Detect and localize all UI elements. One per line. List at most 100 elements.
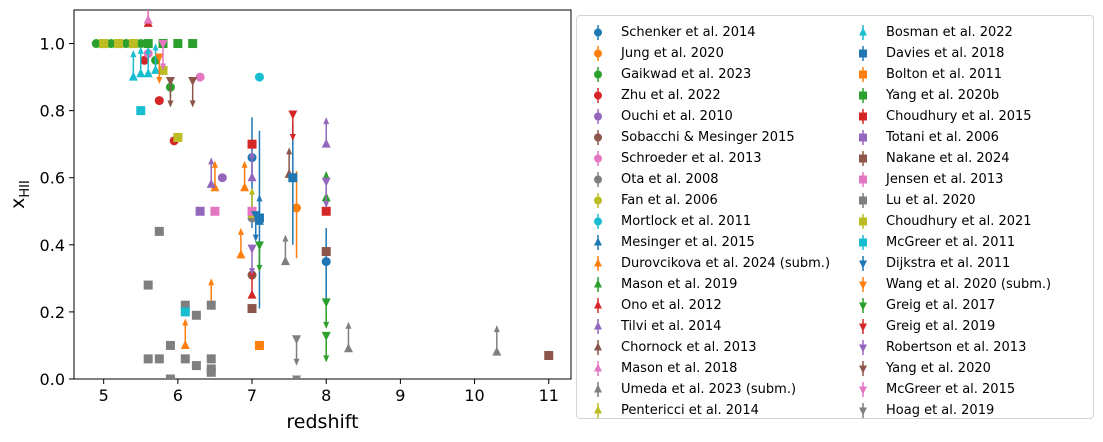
legend-item: Ouchi et al. 2010 [583, 106, 830, 127]
legend-marker [859, 88, 867, 103]
series-robertson-et-al-2013 [247, 177, 331, 276]
legend-label: Totani et al. 2006 [886, 130, 999, 145]
legend-symbol [594, 133, 602, 142]
legend-label: Wang et al. 2020 (subm.) [886, 277, 1052, 292]
plot-frame [73, 9, 572, 380]
legend-item: Jung et al. 2020 [583, 43, 830, 64]
data-point [91, 39, 101, 49]
data-point [343, 343, 353, 353]
legend-marker [859, 67, 867, 82]
legend-label: Sobacchi & Mesinger 2015 [621, 130, 795, 145]
data-point [165, 340, 175, 350]
legend-label: Ota et al. 2008 [621, 172, 719, 187]
legend-symbol [859, 175, 867, 184]
data-point [206, 178, 216, 188]
legend-marker [859, 25, 867, 40]
legend-marker [859, 46, 867, 61]
data-point [143, 14, 153, 24]
limit-arrow-head [294, 399, 300, 406]
limit-arrow-head [345, 321, 352, 329]
y-tick-label: 0.0 [40, 370, 65, 389]
limit-arrow-head [241, 160, 248, 168]
x-tick-label: 5 [99, 386, 109, 405]
data-point [247, 139, 257, 149]
legend-symbol [594, 300, 602, 309]
data-point [154, 354, 164, 364]
legend-symbol [594, 175, 602, 184]
data-point [251, 211, 261, 221]
legend-item: Sobacchi & Mesinger 2015 [583, 127, 830, 148]
data-point [247, 304, 257, 314]
series-mcgreer-et-al-2015 [158, 40, 168, 71]
limit-arrow-head [256, 264, 263, 272]
legend-label: Mortlock et al. 2011 [621, 214, 752, 229]
legend-item: Umeda et al. 2023 (subm.) [583, 379, 830, 400]
legend-label: Chornock et al. 2013 [621, 340, 757, 355]
legend-label: Ouchi et al. 2010 [621, 109, 733, 124]
series-hoag-et-al-2019 [292, 335, 302, 406]
x-tick-label: 10 [464, 386, 484, 405]
legend-item: Mason et al. 2019 [583, 274, 830, 295]
legend-label: Hoag et al. 2019 [886, 403, 995, 418]
legend-symbol [859, 217, 867, 226]
data-point [191, 310, 201, 320]
legend-item: Choudhury et al. 2015 [848, 106, 1051, 127]
legend-marker [594, 46, 602, 61]
legend-symbol [859, 281, 867, 290]
limit-arrow-head [323, 201, 330, 209]
legend-label: Durovcikova et al. 2024 (subm.) [621, 256, 831, 271]
data-point [236, 249, 246, 259]
limit-arrow-head [293, 358, 300, 366]
x-tick-label: 11 [539, 386, 559, 405]
legend-label: Ono et al. 2012 [621, 298, 722, 313]
data-point [136, 106, 146, 116]
series-jensen-et-al-2013 [210, 206, 257, 216]
legend-item: Bosman et al. 2022 [848, 22, 1051, 43]
legend-symbol [594, 196, 602, 205]
data-point [544, 351, 554, 361]
data-point [321, 331, 331, 341]
data-point [99, 39, 109, 49]
data-point [180, 307, 190, 317]
limit-arrow-head [282, 234, 289, 242]
legend-label: Dijkstra et al. 2011 [886, 256, 1011, 271]
data-point [165, 76, 175, 86]
legend-label: Greig et al. 2017 [886, 298, 996, 313]
data-point [173, 132, 183, 142]
legend-label: Davies et al. 2018 [886, 46, 1005, 61]
legend-label: Mesinger et al. 2015 [621, 235, 755, 250]
data-point [143, 354, 153, 364]
data-point [128, 39, 138, 49]
data-point [114, 39, 124, 49]
series-wang-et-al-2020-subm [154, 53, 164, 84]
legend-item: Ono et al. 2012 [583, 295, 830, 316]
legend-item: Durovcikova et al. 2024 (subm.) [583, 253, 830, 274]
limit-arrow-head [156, 76, 163, 84]
legend-marker [859, 235, 867, 250]
legend-symbol [859, 91, 867, 100]
legend-item: Mortlock et al. 2011 [583, 211, 830, 232]
limit-arrow-head [323, 117, 330, 125]
data-point [128, 71, 138, 81]
series-lu-et-al-2020 [143, 226, 216, 379]
legend-symbol [594, 279, 602, 288]
legend-item: Schroeder et al. 2013 [583, 148, 830, 169]
limit-arrow-head [130, 50, 137, 58]
legend-label: Schroeder et al. 2013 [621, 151, 762, 166]
data-point [143, 39, 153, 49]
legend-label: Bosman et al. 2022 [886, 25, 1013, 40]
legend-marker [859, 361, 867, 376]
legend-item: Greig et al. 2019 [848, 316, 1051, 337]
legend-symbol [594, 258, 602, 267]
data-point [206, 367, 216, 377]
legend-label: Robertson et al. 2013 [886, 340, 1027, 355]
data-point [247, 172, 257, 182]
legend-marker [859, 256, 867, 271]
data-point [121, 39, 131, 49]
legend-symbol [859, 260, 867, 269]
legend-symbol [859, 344, 867, 353]
data-point [254, 340, 264, 350]
data-point [292, 375, 302, 379]
legend-item: Totani et al. 2006 [848, 127, 1051, 148]
